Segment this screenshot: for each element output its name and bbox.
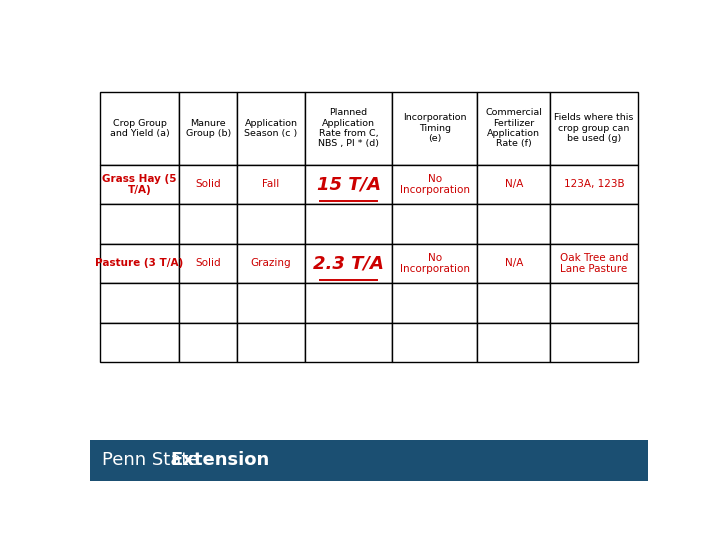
- Bar: [550, 244, 638, 283]
- Bar: [477, 322, 550, 362]
- Text: Pasture (3 T/A): Pasture (3 T/A): [95, 258, 184, 268]
- Bar: [305, 165, 392, 204]
- Bar: [477, 283, 550, 322]
- Bar: [238, 322, 305, 362]
- Bar: [238, 244, 305, 283]
- Bar: [305, 92, 392, 165]
- Bar: [550, 322, 638, 362]
- Text: Crop Group
and Yield (a): Crop Group and Yield (a): [109, 118, 169, 138]
- Text: No
Incorporation: No Incorporation: [400, 173, 469, 195]
- Text: N/A: N/A: [505, 258, 523, 268]
- Bar: [477, 244, 550, 283]
- Bar: [305, 244, 392, 283]
- Bar: [238, 92, 305, 165]
- Text: Commercial
Fertilizer
Application
Rate (f): Commercial Fertilizer Application Rate (…: [485, 108, 542, 148]
- Text: Fall: Fall: [262, 179, 279, 190]
- Text: 2.3 T/A: 2.3 T/A: [313, 254, 384, 272]
- Text: Fields where this
crop group can
be used (g): Fields where this crop group can be used…: [554, 113, 634, 143]
- Text: Solid: Solid: [195, 258, 221, 268]
- Text: Manure
Group (b): Manure Group (b): [186, 118, 231, 138]
- Text: No
Incorporation: No Incorporation: [400, 253, 469, 274]
- Text: 123A, 123B: 123A, 123B: [564, 179, 624, 190]
- Bar: [392, 92, 477, 165]
- Bar: [550, 204, 638, 244]
- Bar: [179, 322, 238, 362]
- Bar: [392, 204, 477, 244]
- Bar: [392, 283, 477, 322]
- Bar: [305, 283, 392, 322]
- Bar: [238, 204, 305, 244]
- Text: Application
Season (c ): Application Season (c ): [244, 118, 297, 138]
- Text: Incorporation
Timing
(e): Incorporation Timing (e): [403, 113, 467, 143]
- Bar: [392, 165, 477, 204]
- Bar: [392, 322, 477, 362]
- Bar: [179, 244, 238, 283]
- Bar: [100, 283, 179, 322]
- Bar: [179, 283, 238, 322]
- Bar: [550, 92, 638, 165]
- Bar: [305, 204, 392, 244]
- Bar: [477, 92, 550, 165]
- Text: 15 T/A: 15 T/A: [317, 176, 381, 193]
- Text: Planned
Application
Rate from C,
NBS , PI * (d): Planned Application Rate from C, NBS , P…: [318, 108, 379, 148]
- Bar: [100, 204, 179, 244]
- Bar: [100, 244, 179, 283]
- Bar: [179, 92, 238, 165]
- Bar: [477, 204, 550, 244]
- Bar: [550, 165, 638, 204]
- Bar: [477, 165, 550, 204]
- Bar: [179, 165, 238, 204]
- Bar: [100, 92, 179, 165]
- Bar: [100, 165, 179, 204]
- Text: Oak Tree and
Lane Pasture: Oak Tree and Lane Pasture: [560, 253, 629, 274]
- Bar: [179, 204, 238, 244]
- Text: Penn State: Penn State: [102, 451, 205, 469]
- Bar: [550, 283, 638, 322]
- Bar: [90, 440, 648, 481]
- Text: Grazing: Grazing: [251, 258, 292, 268]
- Bar: [305, 322, 392, 362]
- Text: Extension: Extension: [171, 451, 269, 469]
- Bar: [100, 322, 179, 362]
- Bar: [238, 283, 305, 322]
- Text: N/A: N/A: [505, 179, 523, 190]
- Text: Solid: Solid: [195, 179, 221, 190]
- Bar: [392, 244, 477, 283]
- Text: Grass Hay (5
T/A): Grass Hay (5 T/A): [102, 173, 177, 195]
- Bar: [238, 165, 305, 204]
